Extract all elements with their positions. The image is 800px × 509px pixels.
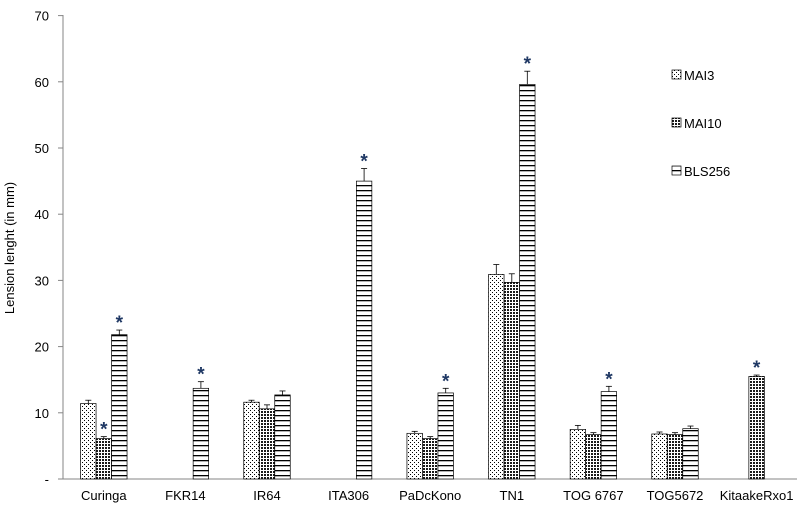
- significance-star: *: [197, 365, 205, 386]
- bar-mai3: [651, 433, 668, 480]
- bar-bls256: [111, 334, 128, 480]
- x-tick-label: IR64: [253, 488, 280, 503]
- significance-star: *: [605, 369, 613, 390]
- bar-mai10: [258, 408, 276, 480]
- legend-swatch-mai10: [671, 117, 682, 128]
- significance-star: *: [360, 152, 368, 173]
- significance-star: *: [116, 313, 124, 334]
- legend-label: MAI3: [684, 68, 714, 83]
- bar-bls256: [519, 84, 536, 480]
- x-tick-label: KitaakeRxo1: [720, 488, 794, 503]
- bar-mai3: [80, 403, 97, 480]
- bar-mai10: [748, 376, 765, 480]
- y-tick-label: -: [45, 472, 49, 487]
- bar-mai3: [406, 432, 423, 480]
- legend-label: MAI10: [684, 116, 722, 131]
- bar-mai10: [585, 434, 602, 480]
- bar-mai3: [243, 401, 260, 480]
- bar-bls256: [274, 394, 291, 480]
- legend-swatch-mai3: [671, 69, 682, 80]
- bar-bls256: [600, 391, 618, 480]
- x-tick-label: PaDcKono: [399, 488, 461, 503]
- legend: MAI3 MAI10 BLS256: [671, 68, 730, 179]
- bar-bls256: [356, 180, 373, 480]
- bar-mai3: [569, 429, 587, 480]
- bar-mai10: [422, 438, 439, 480]
- bar-mai10: [95, 438, 112, 480]
- y-axis-label: Lension lenght (in mm): [2, 182, 17, 314]
- y-tick-label: 10: [35, 406, 49, 421]
- y-tick-label: 40: [35, 207, 49, 222]
- significance-star: *: [524, 54, 532, 75]
- significance-star: *: [100, 420, 108, 441]
- bar-mai3: [488, 274, 505, 480]
- significance-star: *: [753, 358, 761, 379]
- y-tick-label: 30: [35, 273, 49, 288]
- bar-mai10: [503, 282, 520, 480]
- bar-mai10: [666, 434, 684, 480]
- y-tick-label: 70: [35, 9, 49, 24]
- x-tick-label: Curinga: [81, 488, 127, 503]
- y-tick-label: 50: [35, 141, 49, 156]
- legend-swatch-bls256: [671, 165, 682, 176]
- x-tick-label: TN1: [500, 488, 525, 503]
- x-tick-label: ITA306: [328, 488, 369, 503]
- y-tick-label: 60: [35, 75, 49, 90]
- y-tick-label: 20: [35, 340, 49, 355]
- x-tick-label: TOG 6767: [563, 488, 623, 503]
- bar-bls256: [192, 387, 209, 480]
- x-tick-label: FKR14: [165, 488, 205, 503]
- x-tick-label: TOG5672: [647, 488, 704, 503]
- legend-label: BLS256: [684, 164, 730, 179]
- bar-bls256: [682, 428, 699, 480]
- bar-bls256: [437, 392, 454, 480]
- significance-star: *: [442, 371, 450, 392]
- x-axis-tick-labels: Curinga FKR14 IR64 ITA306 PaDcKono TN1 TOG 676…: [81, 488, 793, 503]
- bars: * * * * * * * *: [80, 54, 765, 480]
- y-axis-ticks: 70 60 50 40 30 20 10 -: [35, 9, 63, 487]
